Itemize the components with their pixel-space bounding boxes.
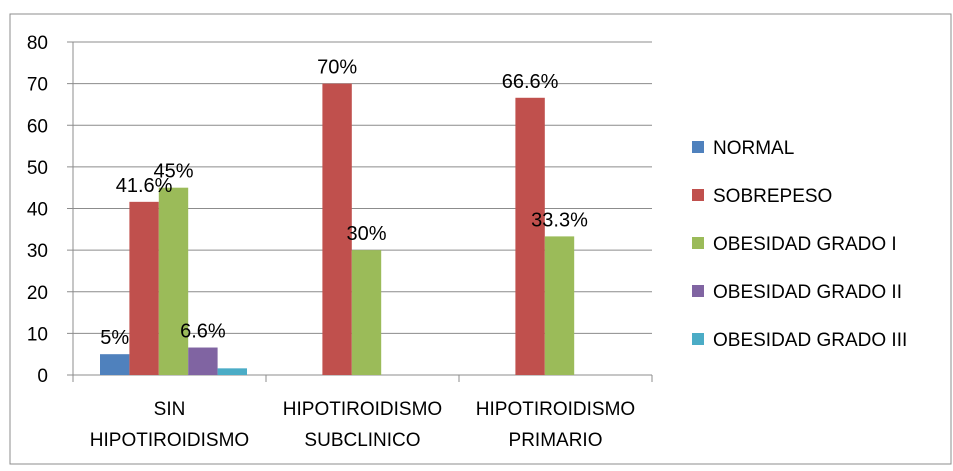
legend-swatch bbox=[692, 285, 704, 297]
y-tick-label: 80 bbox=[27, 33, 48, 54]
legend-label: OBESIDAD GRADO II bbox=[713, 282, 902, 303]
category-label: SIN bbox=[154, 399, 186, 420]
category-label: HIPOTIROIDISMO bbox=[476, 399, 635, 420]
category-label: SUBCLINICO bbox=[304, 430, 420, 451]
data-label: 30% bbox=[346, 223, 386, 245]
data-label: 41.6% bbox=[116, 175, 173, 197]
y-tick-label: 60 bbox=[27, 116, 48, 137]
bar bbox=[544, 236, 575, 375]
bar bbox=[100, 354, 130, 375]
legend-swatch bbox=[692, 237, 704, 249]
category-labels: SIN HIPOTIROIDISMO HIPOTIROIDISMO SUBCLINIC… bbox=[90, 399, 635, 451]
bar bbox=[322, 83, 352, 375]
data-label: 33.3% bbox=[531, 209, 588, 231]
bar bbox=[188, 347, 218, 375]
data-label: 45% bbox=[153, 161, 193, 183]
bar bbox=[217, 368, 247, 375]
bar bbox=[158, 187, 189, 375]
y-tick-label: 10 bbox=[27, 324, 48, 345]
legend-swatch bbox=[692, 189, 704, 201]
y-tick-label: 40 bbox=[27, 200, 48, 221]
legend: NORMAL SOBREPESO OBESIDAD GRADO I OBESIDAD … bbox=[692, 138, 907, 351]
bars bbox=[100, 83, 575, 375]
y-tick-label: 0 bbox=[37, 366, 48, 387]
legend-swatch bbox=[692, 141, 704, 153]
y-tick-label: 30 bbox=[27, 241, 48, 262]
legend-label: NORMAL bbox=[713, 138, 794, 159]
y-tick-label: 70 bbox=[27, 75, 48, 96]
category-label: HIPOTIROIDISMO bbox=[90, 430, 249, 451]
legend-label: SOBREPESO bbox=[713, 186, 832, 207]
data-label: 5% bbox=[100, 327, 129, 349]
data-label: 70% bbox=[317, 57, 357, 79]
bar bbox=[515, 97, 545, 375]
bar bbox=[129, 201, 159, 375]
data-labels: 5% 41.6% 70% 66.6% 45% 30% 33.3% 6.6% bbox=[100, 57, 588, 350]
data-label: 66.6% bbox=[502, 71, 559, 93]
data-label: 6.6% bbox=[180, 321, 226, 343]
legend-swatch bbox=[692, 333, 704, 345]
legend-label: OBESIDAD GRADO I bbox=[713, 234, 897, 255]
y-tick-labels: 0 10 20 30 40 50 60 70 80 bbox=[27, 33, 48, 387]
category-label: PRIMARIO bbox=[509, 430, 603, 451]
y-tick-label: 20 bbox=[27, 283, 48, 304]
bar bbox=[351, 250, 382, 375]
category-label: HIPOTIROIDISMO bbox=[283, 399, 442, 420]
legend-label: OBESIDAD GRADO III bbox=[713, 330, 907, 351]
y-tick-label: 50 bbox=[27, 158, 48, 179]
